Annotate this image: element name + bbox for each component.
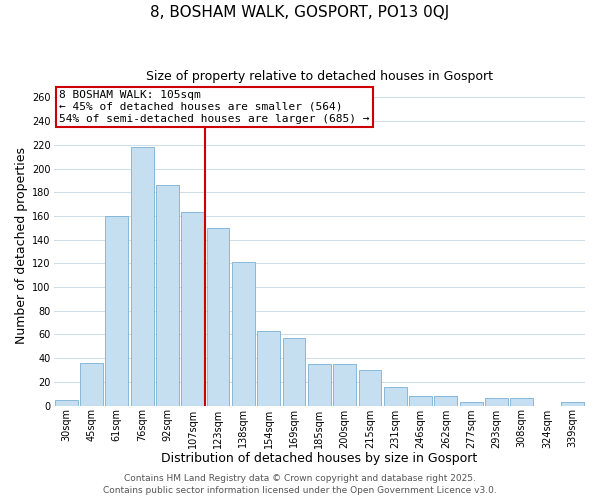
Bar bbox=[80, 363, 103, 406]
Bar bbox=[232, 262, 255, 406]
Bar bbox=[561, 402, 584, 406]
Text: 8 BOSHAM WALK: 105sqm
← 45% of detached houses are smaller (564)
54% of semi-det: 8 BOSHAM WALK: 105sqm ← 45% of detached … bbox=[59, 90, 370, 124]
Bar bbox=[511, 398, 533, 406]
Bar bbox=[55, 400, 77, 406]
Bar bbox=[283, 338, 305, 406]
Bar bbox=[460, 402, 482, 406]
Bar bbox=[409, 396, 432, 406]
Bar bbox=[156, 185, 179, 406]
Title: Size of property relative to detached houses in Gosport: Size of property relative to detached ho… bbox=[146, 70, 493, 83]
X-axis label: Distribution of detached houses by size in Gosport: Distribution of detached houses by size … bbox=[161, 452, 478, 465]
Bar bbox=[257, 331, 280, 406]
Bar bbox=[333, 364, 356, 406]
Bar bbox=[106, 216, 128, 406]
Bar bbox=[308, 364, 331, 406]
Text: 8, BOSHAM WALK, GOSPORT, PO13 0QJ: 8, BOSHAM WALK, GOSPORT, PO13 0QJ bbox=[151, 5, 449, 20]
Bar bbox=[359, 370, 381, 406]
Bar bbox=[434, 396, 457, 406]
Bar bbox=[384, 386, 407, 406]
Bar bbox=[206, 228, 229, 406]
Bar bbox=[181, 212, 204, 406]
Text: Contains HM Land Registry data © Crown copyright and database right 2025.
Contai: Contains HM Land Registry data © Crown c… bbox=[103, 474, 497, 495]
Bar bbox=[131, 147, 154, 406]
Bar bbox=[485, 398, 508, 406]
Y-axis label: Number of detached properties: Number of detached properties bbox=[15, 147, 28, 344]
